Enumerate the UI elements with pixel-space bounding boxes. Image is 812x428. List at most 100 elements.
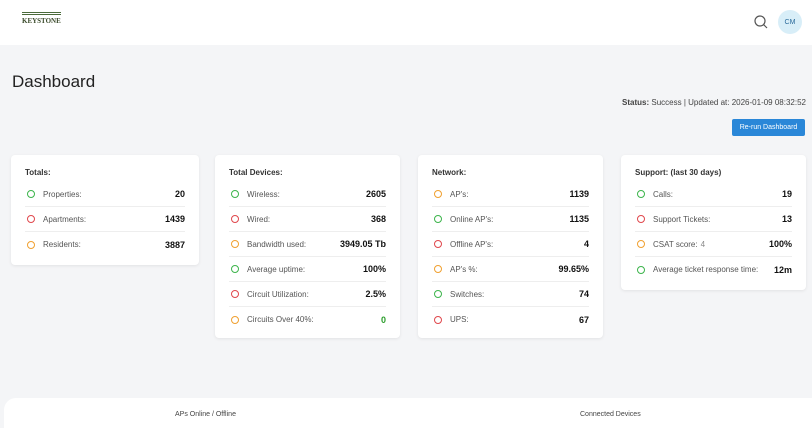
stat-label: AP's:	[450, 190, 569, 199]
stat-value: 19	[781, 189, 792, 199]
label-text: Wired:	[247, 214, 271, 224]
bottom-panel	[4, 398, 812, 428]
label-text: Circuits Over 40%:	[247, 315, 314, 324]
section-title: APs Online / Offline	[175, 411, 236, 418]
stat-value: 20	[174, 189, 185, 199]
stat-value: 100%	[362, 264, 386, 274]
stat-row: AP's %: 99.65%	[432, 257, 589, 282]
stat-label: Offline AP's:	[450, 240, 584, 249]
search-icon[interactable]	[754, 15, 768, 29]
status-icon	[231, 240, 239, 248]
card: Network: AP's: 1139 Online AP's: 1135 Offline…	[418, 155, 603, 338]
label-text: UPS:	[450, 315, 469, 324]
stat-value: 4	[583, 239, 589, 249]
label-text: CSAT score:	[653, 239, 698, 249]
stat-value: 13	[781, 214, 792, 224]
stat-label: AP's %:	[450, 265, 558, 274]
stat-row: Support Tickets: 13	[635, 207, 792, 232]
status-icon	[434, 240, 442, 248]
card: Totals: Properties: 20 Apartments: 1439 Resid…	[11, 155, 199, 265]
stat-label: Apartments:	[43, 215, 165, 224]
stat-row: UPS: 67	[432, 307, 589, 332]
stat-value: 99.65%	[558, 264, 589, 274]
stat-value: 1135	[569, 214, 589, 224]
stat-label: Wired:	[247, 215, 371, 224]
status-icon	[231, 190, 239, 198]
status-icon	[637, 240, 645, 248]
stat-row: CSAT score: 4 100%	[635, 232, 792, 257]
label-text: Support Tickets:	[653, 214, 711, 224]
stat-row: Circuits Over 40%: 0	[229, 307, 386, 332]
stat-value: 1139	[569, 189, 589, 199]
status-icon	[434, 215, 442, 223]
status-icon	[637, 265, 645, 274]
stat-row: Circuit Utilization: 2.5%	[229, 282, 386, 307]
stat-row: Calls: 19	[635, 182, 792, 207]
label-text: Circuit Utilization:	[247, 289, 309, 299]
card-title: Totals:	[25, 168, 51, 177]
avatar[interactable]: CM	[778, 10, 802, 34]
stat-row: Bandwidth used: 3949.05 Tb	[229, 232, 386, 257]
status-icon	[231, 215, 239, 223]
status-icon	[637, 190, 645, 198]
stat-label: Circuit Utilization:	[247, 290, 365, 299]
stat-value: 2.5%	[365, 289, 386, 299]
logo[interactable]: KEYSTONE	[22, 12, 61, 25]
status-icon	[434, 315, 442, 324]
stat-label: Wireless:	[247, 190, 366, 199]
status-icon	[231, 290, 239, 298]
status-icon	[637, 215, 645, 223]
label-text: Apartments:	[43, 214, 87, 224]
stat-value: 12m	[773, 264, 792, 275]
status-icon	[27, 215, 35, 223]
label-text: Properties:	[43, 189, 82, 199]
status-icon	[231, 315, 239, 324]
status-icon	[27, 190, 35, 198]
label-text: Online AP's:	[450, 214, 494, 224]
label-text: AP's %:	[450, 264, 478, 274]
stat-label: Residents:	[43, 240, 165, 249]
stat-row: Average uptime: 100%	[229, 257, 386, 282]
status-icon	[231, 265, 239, 273]
stat-label: Support Tickets:	[653, 215, 782, 224]
card-title: Support: (last 30 days)	[635, 168, 722, 177]
stat-note: 4	[700, 239, 706, 249]
stat-value: 368	[370, 214, 386, 224]
stat-label: Average ticket response time:	[653, 265, 774, 274]
stat-label: Bandwidth used:	[247, 240, 340, 249]
status-icon	[27, 240, 35, 249]
label-text: Average uptime:	[247, 264, 306, 274]
card-title: Network:	[432, 168, 467, 177]
header: KEYSTONE CM	[0, 0, 812, 45]
status-icon	[434, 290, 442, 298]
stat-value: 100%	[768, 239, 792, 249]
card: Support: (last 30 days) Calls: 19 Support T…	[621, 155, 806, 290]
stat-label: CSAT score: 4	[653, 240, 769, 249]
page-title: Dashboard	[12, 72, 96, 91]
stat-value: 3887	[164, 239, 185, 250]
card-title: Total Devices:	[229, 168, 283, 177]
stat-row: Offline AP's: 4	[432, 232, 589, 257]
stat-row: Average ticket response time: 12m	[635, 257, 792, 282]
status-label: Status:	[622, 98, 650, 107]
stat-row: Wired: 368	[229, 207, 386, 232]
stat-label: Online AP's:	[450, 215, 569, 224]
stat-label: Switches:	[450, 290, 579, 299]
stat-value: 1439	[164, 214, 185, 224]
label-text: Offline AP's:	[450, 239, 494, 249]
card: Total Devices: Wireless: 2605 Wired: 368 Band…	[215, 155, 400, 338]
stat-label: Calls:	[653, 190, 782, 199]
status-icon	[434, 190, 442, 198]
label-text: Residents:	[43, 240, 81, 249]
stat-value: 74	[578, 289, 589, 299]
stat-row: Apartments: 1439	[25, 207, 185, 232]
label-text: Bandwidth used:	[247, 239, 307, 249]
stat-label: UPS:	[450, 315, 579, 324]
stat-label: Properties:	[43, 190, 175, 199]
label-text: Calls:	[653, 189, 674, 199]
rerun-button[interactable]: Re-run Dashboard	[732, 119, 805, 136]
stat-label: Circuits Over 40%:	[247, 315, 381, 324]
label-text: Switches:	[450, 289, 485, 299]
label-text: AP's:	[450, 189, 469, 199]
